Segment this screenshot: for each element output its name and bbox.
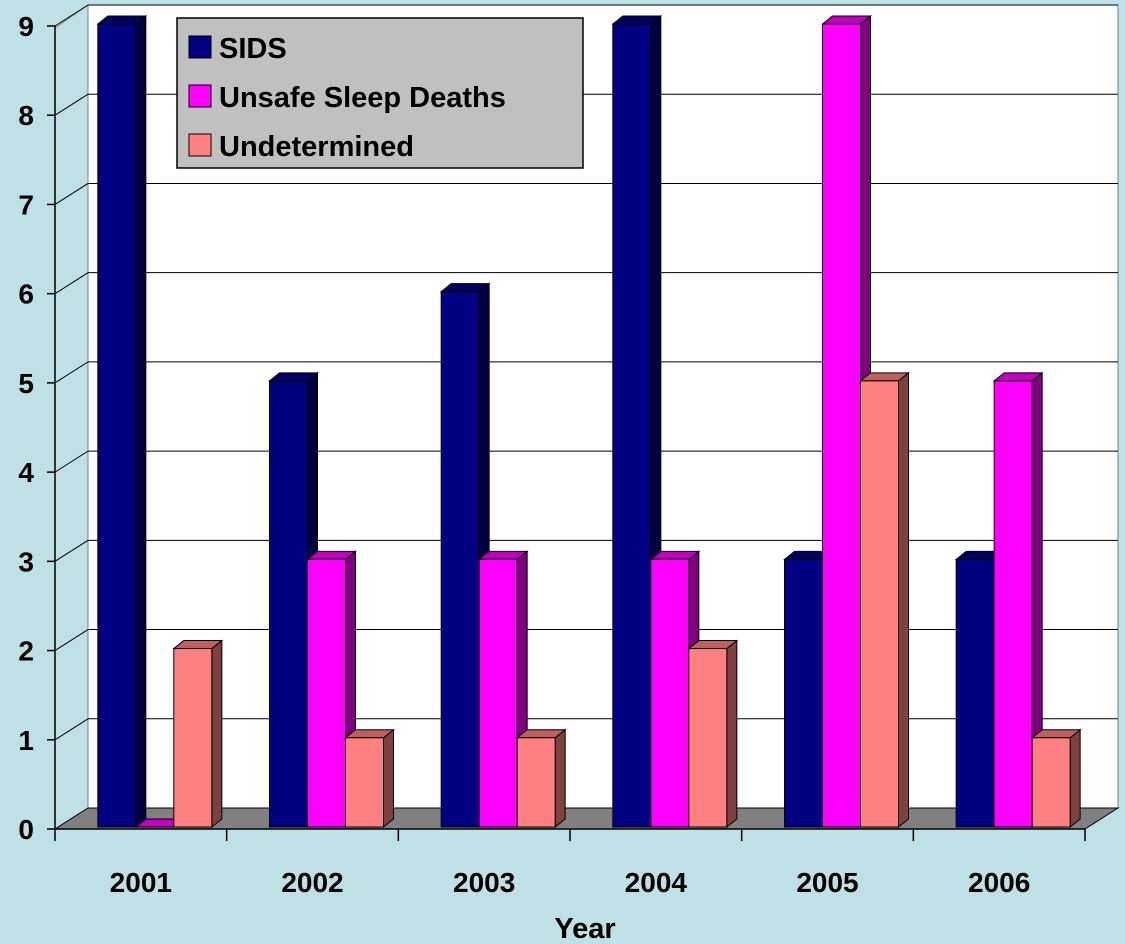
- x-axis-ticks: 2001 2002 2003 2004 2005 2006: [54, 829, 1086, 898]
- bar-front: [478, 558, 518, 828]
- legend-box: [176, 17, 584, 169]
- bar-front: [1031, 737, 1071, 828]
- bar-unsafe-sleep-deaths-2002: [306, 550, 357, 829]
- bar-side: [135, 14, 147, 829]
- gridline-side: [54, 629, 89, 651]
- gridline-side: [54, 272, 89, 295]
- bar-undetermined-2003: [515, 728, 567, 829]
- x-tick-label: 2003: [453, 867, 515, 898]
- gridline-side: [54, 4, 89, 27]
- y-tick-label: 9: [18, 11, 34, 42]
- bar-front: [860, 380, 899, 828]
- bar-front: [993, 380, 1033, 828]
- bar-side: [211, 639, 223, 829]
- legend-entry: Undetermined: [219, 131, 414, 163]
- bar-front: [345, 737, 384, 828]
- gridline-side: [54, 718, 89, 741]
- x-tick-label: 2004: [625, 867, 688, 898]
- bar-front: [97, 23, 137, 828]
- bar-undetermined-2006: [1030, 728, 1082, 829]
- side-wall: [54, 4, 89, 830]
- y-tick-label: 2: [18, 636, 34, 667]
- bar-front: [822, 23, 861, 828]
- bar-front: [955, 558, 995, 828]
- legend-entry: Unsafe Sleep Deaths: [219, 82, 506, 114]
- bar-side: [554, 728, 566, 829]
- bar-side: [898, 371, 909, 829]
- y-tick-label: 0: [18, 814, 34, 845]
- bar-side: [726, 639, 738, 829]
- x-axis-title: Year: [554, 913, 615, 944]
- bar-front: [688, 648, 728, 828]
- gridlines: [54, 4, 1118, 741]
- x-tick-label: 2005: [796, 867, 858, 898]
- gridline-side: [54, 361, 89, 384]
- bar-sids-2002: [268, 371, 319, 829]
- gridline-side: [54, 539, 89, 562]
- y-tick-label: 8: [18, 100, 34, 131]
- y-tick-label: 5: [18, 368, 34, 399]
- bar-front: [173, 648, 213, 828]
- bar-front: [307, 558, 346, 828]
- legend-swatch: [188, 84, 212, 108]
- bar-unsafe-sleep-deaths-2006: [992, 371, 1044, 829]
- bar-front: [516, 737, 556, 828]
- legend-swatch: [188, 133, 212, 157]
- y-tick-label: 3: [18, 546, 34, 577]
- gridline-side: [54, 93, 89, 116]
- x-tick-label: 2002: [281, 867, 343, 898]
- x-tick-label: 2001: [110, 867, 172, 898]
- y-tick-label: 6: [18, 279, 34, 310]
- legend-swatch: [188, 35, 212, 59]
- bar-front: [612, 23, 652, 828]
- y-tick-label: 7: [18, 189, 34, 220]
- bar-side: [1069, 728, 1081, 829]
- bar-sids-2001: [96, 14, 148, 829]
- y-tick-label: 4: [18, 457, 34, 488]
- bars: [96, 14, 1082, 829]
- gridline-side: [54, 450, 89, 473]
- bar-front: [784, 558, 823, 828]
- x-tick-label: 2006: [968, 867, 1030, 898]
- bar-front: [650, 558, 690, 828]
- gridline-side: [54, 183, 89, 205]
- y-axis-ticks: 0 1 2 3 4 5 6 7 8 9: [18, 11, 55, 845]
- bar-front: [269, 380, 308, 828]
- bar-front: [440, 291, 480, 828]
- bar-undetermined-2005: [859, 371, 910, 829]
- bar-side: [383, 728, 394, 829]
- bar-undetermined-2001: [172, 639, 224, 829]
- y-tick-label: 1: [18, 725, 34, 756]
- bar-undetermined-2002: [344, 728, 395, 829]
- legend: SIDS Unsafe Sleep Deaths Undetermined: [176, 17, 584, 169]
- bar-undetermined-2004: [687, 639, 739, 829]
- legend-entry: SIDS: [219, 33, 287, 65]
